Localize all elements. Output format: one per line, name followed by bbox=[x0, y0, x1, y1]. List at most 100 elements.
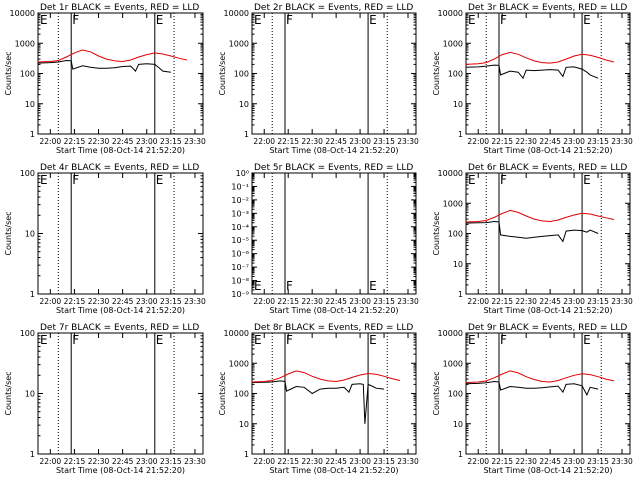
marker-letter: E bbox=[468, 13, 476, 27]
x-tick-label: 22:00 bbox=[40, 137, 62, 146]
x-tick-label: 23:00 bbox=[563, 457, 585, 466]
marker-letter: E bbox=[369, 13, 377, 27]
marker-letter: E bbox=[40, 333, 48, 347]
x-tick-label: 22:45 bbox=[325, 137, 347, 146]
x-tick-label: 22:00 bbox=[467, 297, 489, 306]
y-tick-label: 1 bbox=[30, 130, 35, 139]
marker-letter: F bbox=[500, 13, 507, 27]
y-tick-label: 10⁻³ bbox=[231, 209, 249, 218]
y-tick-label: 10⁻⁸ bbox=[231, 277, 249, 286]
marker-letter: F bbox=[286, 333, 293, 347]
x-axis-label: Start Time (08-Oct-14 21:52:20) bbox=[56, 146, 185, 155]
x-tick-label: 23:15 bbox=[160, 297, 182, 306]
chart-title: Det 5r BLACK = Events, RED = LLD bbox=[254, 163, 413, 173]
x-tick-label: 22:30 bbox=[88, 457, 110, 466]
y-tick-label: 10⁻⁶ bbox=[231, 250, 249, 259]
marker-letter: E bbox=[40, 13, 48, 27]
y-axis-label: Counts/sec bbox=[432, 51, 441, 95]
x-axis-label: Start Time (08-Oct-14 21:52:20) bbox=[483, 306, 612, 315]
y-tick-label: 100 bbox=[448, 390, 463, 399]
chart-panel-2: Det 2r BLACK = Events, RED = LLD Counts/s… bbox=[218, 3, 419, 155]
x-tick-label: 22:45 bbox=[539, 137, 561, 146]
y-axis-label: Counts/sec bbox=[4, 51, 13, 95]
chart-title: Det 1r BLACK = Events, RED = LLD bbox=[40, 3, 199, 13]
marker-letter: F bbox=[286, 279, 293, 293]
x-axis-label: Start Time (08-Oct-14 21:52:20) bbox=[56, 306, 185, 315]
series-line-events bbox=[465, 380, 599, 397]
marker-letter: F bbox=[72, 333, 79, 347]
y-tick-label: 1000 bbox=[443, 359, 463, 368]
x-tick-label: 22:15 bbox=[491, 457, 513, 466]
x-tick-label: 23:00 bbox=[563, 297, 585, 306]
x-tick-label: 22:15 bbox=[277, 137, 299, 146]
x-tick-label: 23:00 bbox=[349, 457, 371, 466]
plot-frame bbox=[465, 12, 631, 135]
y-tick-label: 10⁻⁹ bbox=[231, 290, 249, 299]
y-tick-label: 10000 bbox=[224, 9, 249, 18]
x-tick-label: 22:45 bbox=[325, 457, 347, 466]
y-tick-label: 10 bbox=[239, 100, 249, 109]
marker-letter: F bbox=[286, 13, 293, 27]
y-tick-label: 1 bbox=[244, 450, 249, 459]
plot-frame bbox=[251, 332, 417, 455]
x-tick-label: 22:00 bbox=[467, 457, 489, 466]
x-tick-label: 23:30 bbox=[611, 457, 633, 466]
x-tick-label: 23:15 bbox=[373, 137, 395, 146]
series-line-events bbox=[465, 64, 599, 80]
x-axis-label: Start Time (08-Oct-14 21:52:20) bbox=[269, 306, 398, 315]
x-tick-label: 23:00 bbox=[136, 457, 158, 466]
marker-letter: E bbox=[369, 279, 377, 293]
chart-panel-9: Det 9r BLACK = Events, RED = LLD Counts/s… bbox=[432, 323, 633, 475]
x-tick-label: 22:30 bbox=[301, 137, 323, 146]
y-tick-label: 10 bbox=[25, 390, 35, 399]
series-line-lld bbox=[465, 370, 615, 384]
y-tick-label: 1 bbox=[30, 450, 35, 459]
y-tick-label: 10⁰ bbox=[236, 169, 249, 178]
x-tick-label: 23:15 bbox=[160, 457, 182, 466]
y-tick-label: 10000 bbox=[438, 329, 463, 338]
marker-letter: F bbox=[500, 333, 507, 347]
x-tick-label: 23:30 bbox=[397, 457, 419, 466]
y-tick-label: 100 bbox=[448, 230, 463, 239]
x-axis-label: Start Time (08-Oct-14 21:52:20) bbox=[269, 466, 398, 475]
series-line-events bbox=[465, 220, 599, 243]
series-line-lld bbox=[465, 51, 615, 65]
y-axis-label: Counts/sec bbox=[4, 211, 13, 255]
x-tick-label: 22:45 bbox=[325, 297, 347, 306]
y-tick-label: 100 bbox=[448, 70, 463, 79]
x-tick-label: 22:45 bbox=[112, 457, 134, 466]
x-tick-label: 22:00 bbox=[40, 297, 62, 306]
y-tick-label: 1000 bbox=[229, 359, 249, 368]
series-line-lld bbox=[251, 370, 401, 383]
plot-frame bbox=[37, 332, 204, 455]
y-tick-label: 10 bbox=[239, 420, 249, 429]
plot-frame bbox=[251, 172, 417, 295]
x-tick-label: 22:45 bbox=[539, 457, 561, 466]
x-tick-label: 22:00 bbox=[253, 137, 275, 146]
y-tick-label: 10000 bbox=[438, 9, 463, 18]
chart-panel-4: Det 4r BLACK = Events, RED = LLD Counts/s… bbox=[4, 163, 206, 315]
x-tick-label: 23:15 bbox=[587, 137, 609, 146]
marker-letter: E bbox=[468, 333, 476, 347]
x-tick-label: 22:45 bbox=[539, 297, 561, 306]
chart-title: Det 4r BLACK = Events, RED = LLD bbox=[40, 163, 199, 173]
x-tick-label: 22:45 bbox=[112, 297, 134, 306]
y-tick-label: 1 bbox=[244, 130, 249, 139]
x-tick-label: 23:30 bbox=[611, 297, 633, 306]
marker-letter: E bbox=[156, 13, 164, 27]
marker-letter: E bbox=[254, 279, 262, 293]
chart-title: Det 9r BLACK = Events, RED = LLD bbox=[468, 323, 627, 333]
marker-letter: F bbox=[72, 173, 79, 187]
chart-title: Det 3r BLACK = Events, RED = LLD bbox=[468, 3, 627, 13]
x-tick-label: 23:30 bbox=[184, 137, 206, 146]
x-tick-label: 22:15 bbox=[64, 457, 86, 466]
y-tick-label: 100 bbox=[20, 70, 35, 79]
x-axis-label: Start Time (08-Oct-14 21:52:20) bbox=[483, 146, 612, 155]
y-tick-label: 1 bbox=[458, 130, 463, 139]
marker-letter: E bbox=[468, 173, 476, 187]
y-tick-label: 10 bbox=[453, 260, 463, 269]
marker-letter: E bbox=[254, 13, 262, 27]
x-tick-label: 22:30 bbox=[88, 297, 110, 306]
y-axis-label: Counts/sec bbox=[432, 371, 441, 415]
